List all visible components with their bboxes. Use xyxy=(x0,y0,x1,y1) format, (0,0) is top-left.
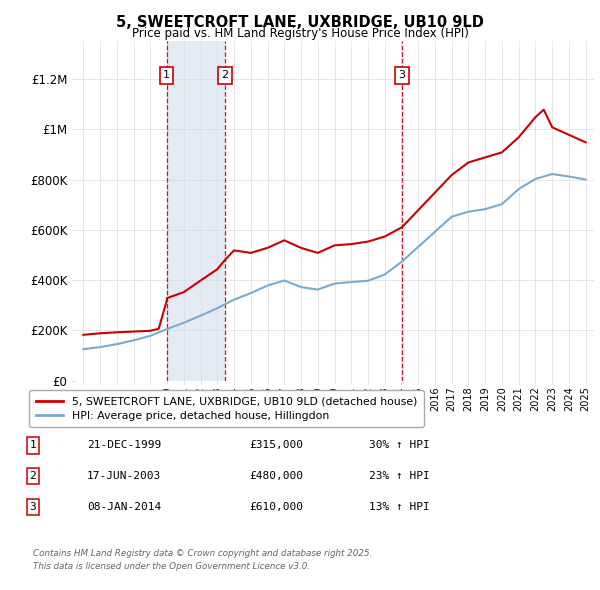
Text: 1: 1 xyxy=(29,441,37,450)
Text: 2: 2 xyxy=(29,471,37,481)
Text: 3: 3 xyxy=(29,502,37,512)
Text: 5, SWEETCROFT LANE, UXBRIDGE, UB10 9LD: 5, SWEETCROFT LANE, UXBRIDGE, UB10 9LD xyxy=(116,15,484,30)
Bar xyxy=(167,41,225,381)
Legend: 5, SWEETCROFT LANE, UXBRIDGE, UB10 9LD (detached house), HPI: Average price, det: 5, SWEETCROFT LANE, UXBRIDGE, UB10 9LD (… xyxy=(29,390,424,427)
Text: 30% ↑ HPI: 30% ↑ HPI xyxy=(369,441,430,450)
Text: Contains HM Land Registry data © Crown copyright and database right 2025.: Contains HM Land Registry data © Crown c… xyxy=(33,549,373,558)
Text: 2: 2 xyxy=(221,70,229,80)
Text: 1: 1 xyxy=(163,70,170,80)
Text: Price paid vs. HM Land Registry's House Price Index (HPI): Price paid vs. HM Land Registry's House … xyxy=(131,27,469,40)
Text: £610,000: £610,000 xyxy=(249,502,303,512)
Text: 23% ↑ HPI: 23% ↑ HPI xyxy=(369,471,430,481)
Text: £315,000: £315,000 xyxy=(249,441,303,450)
Text: This data is licensed under the Open Government Licence v3.0.: This data is licensed under the Open Gov… xyxy=(33,562,310,571)
Text: £480,000: £480,000 xyxy=(249,471,303,481)
Text: 3: 3 xyxy=(398,70,406,80)
Text: 13% ↑ HPI: 13% ↑ HPI xyxy=(369,502,430,512)
Text: 08-JAN-2014: 08-JAN-2014 xyxy=(87,502,161,512)
Text: 21-DEC-1999: 21-DEC-1999 xyxy=(87,441,161,450)
Text: 17-JUN-2003: 17-JUN-2003 xyxy=(87,471,161,481)
